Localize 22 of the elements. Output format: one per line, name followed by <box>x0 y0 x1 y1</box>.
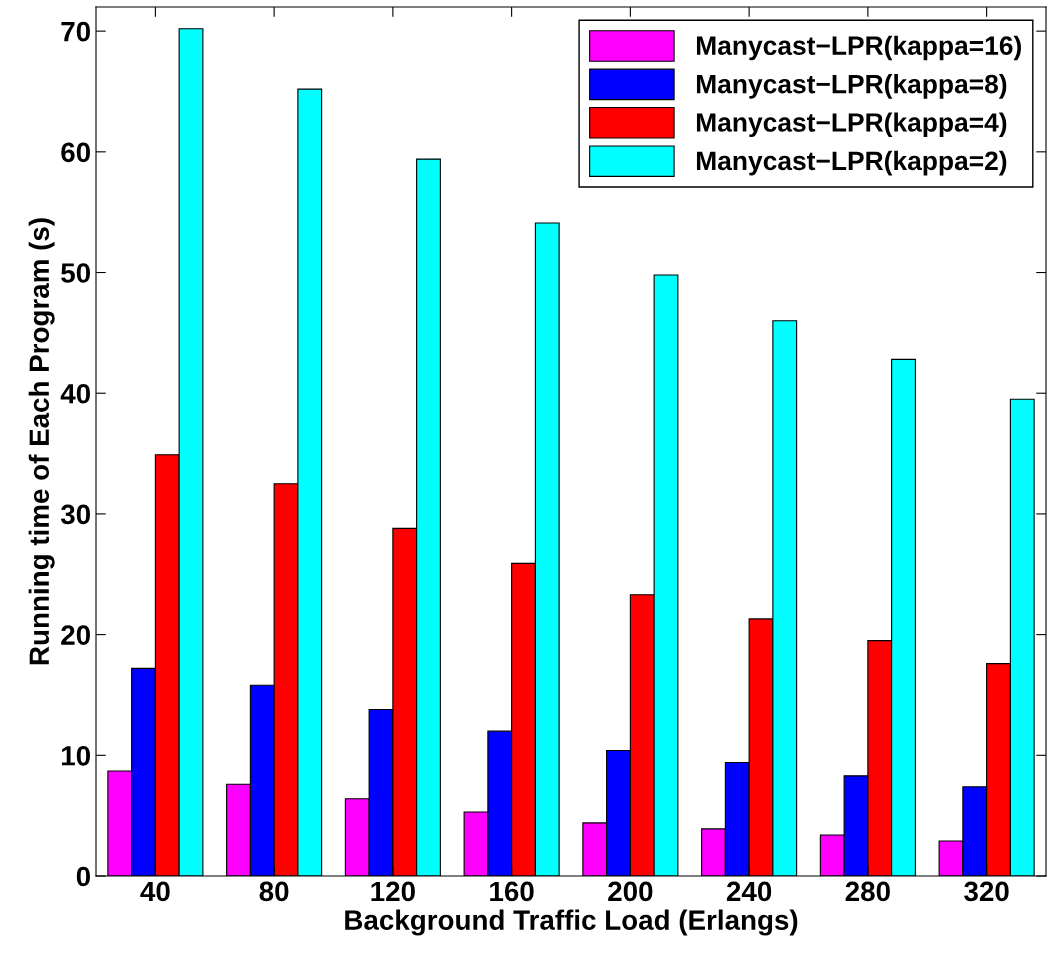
x-tick-label: 40 <box>140 881 170 902</box>
x-tick-label: 200 <box>608 881 653 902</box>
x-tick-label: 160 <box>490 881 534 902</box>
x-tick-label: 80 <box>259 881 289 902</box>
legend-label: Manycast−LPR(kappa=16) <box>696 35 1021 61</box>
x-tick-label: 120 <box>371 881 415 902</box>
y-tick-label: 50 <box>61 263 90 283</box>
y-tick-label: 0 <box>76 866 90 887</box>
y-tick-label: 20 <box>61 625 90 645</box>
y-tick-label: 60 <box>61 142 90 163</box>
x-tick-label: 280 <box>845 881 890 902</box>
legend-label: Manycast−LPR(kappa=4) <box>696 112 1007 138</box>
legend-label: Manycast−LPR(kappa=2) <box>696 150 1007 176</box>
y-tick-label: 40 <box>60 383 90 404</box>
x-tick-label: 320 <box>964 881 1009 902</box>
x-tick-label: 240 <box>726 881 772 902</box>
legend-label: Manycast−LPR(kappa=8) <box>696 74 1007 99</box>
y-tick-label: 10 <box>61 745 90 766</box>
y-axis-title: Running time of Each Program (s) <box>28 218 55 665</box>
y-tick-label: 70 <box>61 21 90 42</box>
x-axis-title: Background Traffic Load (Erlangs) <box>345 909 798 936</box>
y-tick-label: 30 <box>60 504 90 525</box>
